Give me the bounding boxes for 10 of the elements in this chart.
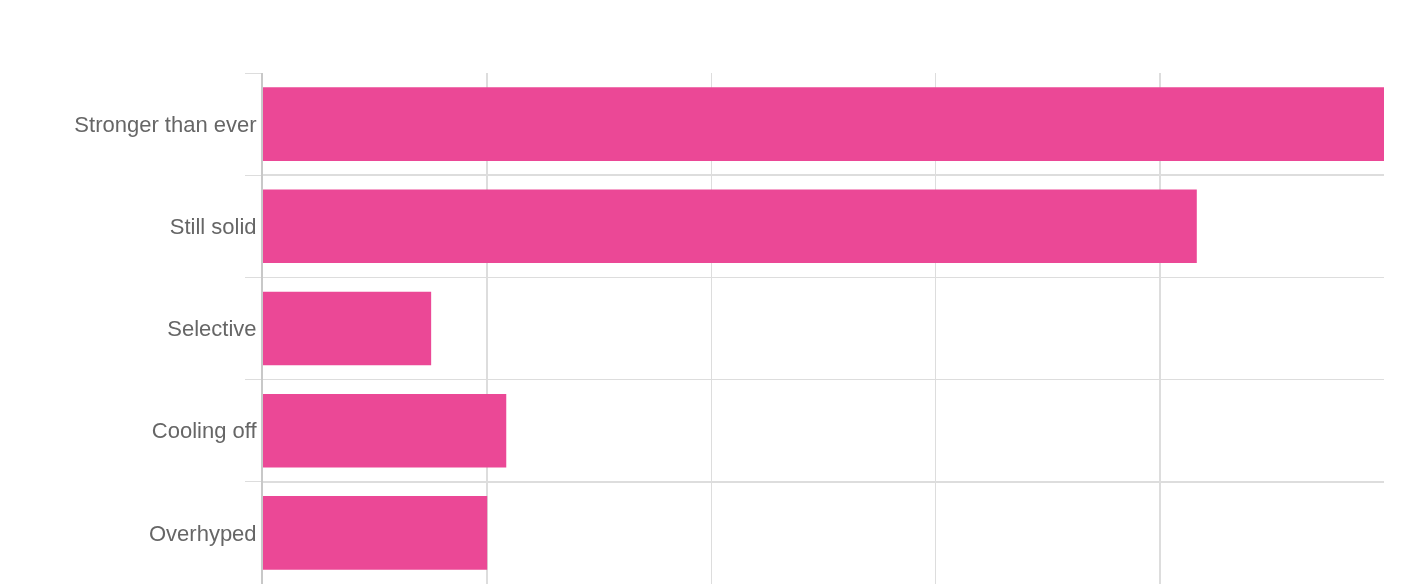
y-tick-label: Cooling off xyxy=(151,418,258,444)
y-tick-label: Stronger than ever xyxy=(74,111,257,137)
bar xyxy=(263,189,1197,264)
y-tick-label: Still solid xyxy=(169,214,257,239)
bar xyxy=(263,393,507,468)
bar xyxy=(263,496,488,570)
y-tick-label: Selective xyxy=(167,316,257,342)
bar xyxy=(263,291,432,366)
bar xyxy=(263,87,1384,161)
y-tick-label: Overhyped xyxy=(148,520,257,546)
